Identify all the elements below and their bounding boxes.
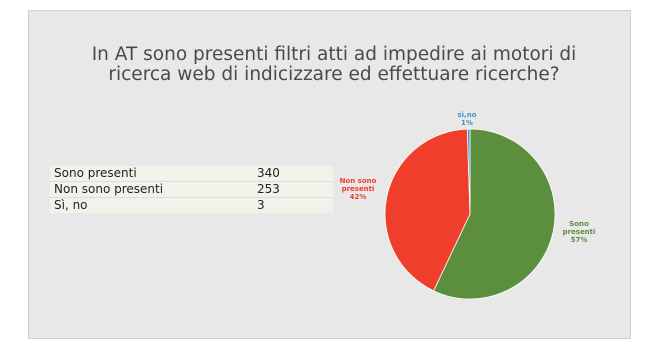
pie-label-name: Sono — [569, 220, 589, 228]
pie-label-percent: 1% — [461, 119, 473, 127]
table-cell-value: 253 — [253, 181, 333, 198]
table-cell-label: Sì, no — [50, 197, 253, 213]
table-cell-label: Sono presenti — [50, 166, 253, 182]
pie-label-percent: 57% — [571, 236, 588, 244]
data-table: Sono presenti 340 Non sono presenti 253 … — [50, 166, 333, 213]
slide-title: In AT sono presenti filtri atti ad imped… — [91, 44, 577, 85]
table-row: Non sono presenti 253 — [50, 181, 333, 198]
pie-label-name: sì,no — [457, 111, 476, 119]
pie-label-name: Non sono — [340, 177, 377, 185]
pie-slice — [466, 128, 471, 215]
pie-label-percent: 42% — [350, 193, 367, 201]
pie-label-name: presenti — [342, 185, 375, 193]
table-row: Sì, no 3 — [50, 197, 333, 213]
pie-slice — [384, 128, 471, 292]
pie-slice — [433, 128, 556, 300]
pie-data-label: sì,no1% — [457, 111, 476, 127]
table-cell-value: 340 — [253, 166, 333, 182]
table-row: Sono presenti 340 — [50, 166, 333, 182]
table-cell-value: 3 — [253, 197, 333, 213]
table-cell-label: Non sono presenti — [50, 181, 253, 198]
slide: In AT sono presenti filtri atti ad imped… — [28, 10, 631, 339]
pie-label-name: presenti — [563, 228, 596, 236]
